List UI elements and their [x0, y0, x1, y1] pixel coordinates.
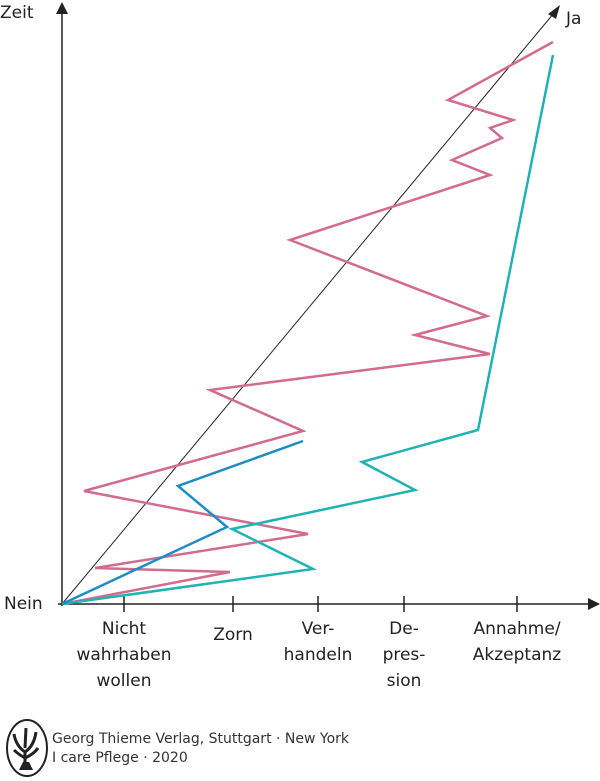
stage-label-line: pres- — [382, 645, 426, 665]
stage-label-line: sion — [386, 671, 422, 691]
series-line: I care Pflege · 2020 — [52, 750, 188, 766]
stage-label-line: Annahme/ — [473, 619, 561, 639]
pink-process-line — [61, 40, 554, 606]
stage-label-line: Nicht — [101, 619, 147, 639]
stage-label: Nicht wahrhaben wollen — [64, 616, 184, 694]
blue-process-line — [61, 439, 304, 606]
stage-label: Annahme/Akzeptanz — [457, 616, 577, 668]
thieme-tree-logo — [6, 719, 48, 777]
stage-label-line: handeln — [283, 645, 353, 665]
publisher-line: Georg Thieme Verlag, Stuttgart · New Yor… — [52, 731, 350, 747]
x-axis-arrow-icon — [588, 598, 600, 610]
teal-process-line — [61, 54, 555, 606]
stage-label-line: Akzeptanz — [472, 645, 562, 665]
stage-label-line: wahrhaben — [76, 645, 172, 665]
stage-label-line: Ver- — [301, 619, 335, 639]
stage-label-line: wollen — [96, 671, 152, 691]
stage-label-line: De- — [389, 619, 419, 639]
origin-label: Nein — [4, 594, 43, 614]
y-axis-arrow-icon — [56, 2, 68, 14]
diagonal-arrow-icon — [548, 5, 560, 19]
diagonal-line — [61, 12, 555, 605]
y-axis-label: Zeit — [0, 3, 34, 23]
stage-label: De-pres-sion — [344, 616, 464, 694]
stage-label-line: Zorn — [213, 625, 253, 645]
diagonal-label: Ja — [566, 9, 582, 29]
stage-label: Zorn — [173, 622, 293, 648]
stage-label: Ver-handeln — [258, 616, 378, 668]
